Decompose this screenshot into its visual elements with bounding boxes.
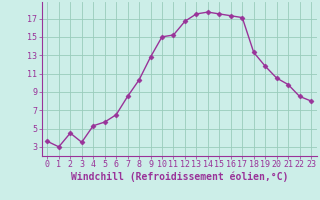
X-axis label: Windchill (Refroidissement éolien,°C): Windchill (Refroidissement éolien,°C) bbox=[70, 172, 288, 182]
